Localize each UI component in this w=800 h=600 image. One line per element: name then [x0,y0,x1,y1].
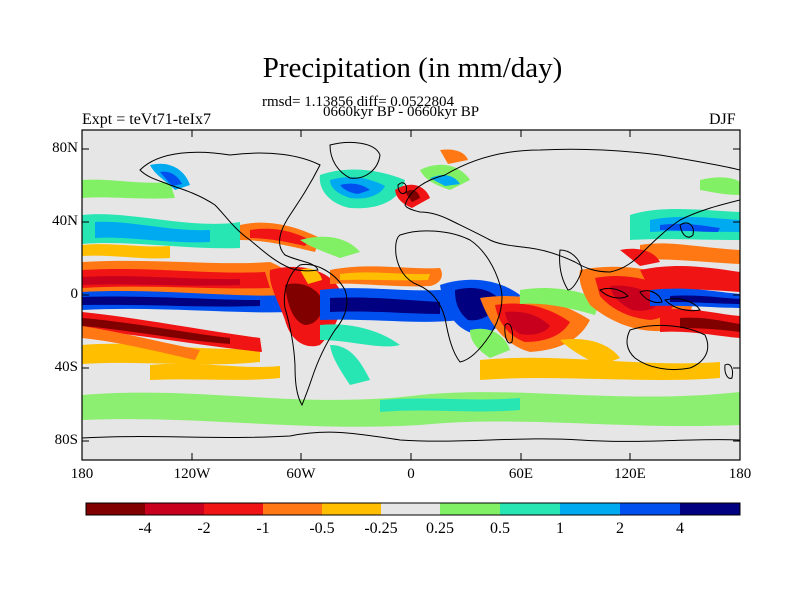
lat-label: 40S [54,359,78,375]
colorbar-label: -1 [256,520,270,537]
coastlines [82,142,740,442]
colorbar-swatch-7 [500,503,560,515]
stats-line: rmsd= 1.13856 diff= 0.0522804 [262,94,455,110]
lon-label: 120W [173,466,211,482]
colorbar-label: -2 [197,520,211,537]
axis-ticks [82,130,740,460]
colorbar-swatch-0 [86,503,145,515]
lat-label: 0 [70,286,79,302]
colorbar-swatch-5 [381,503,440,515]
colorbar-swatch-9 [620,503,680,515]
lon-label: 120E [614,466,646,482]
lon-label: 180 [728,466,752,482]
lat-label: 80N [52,140,78,156]
lon-label: 0 [407,466,415,482]
period-line: 0660kyr BP - 0660kyr BP [323,104,480,120]
season-label: DJF [709,111,736,128]
colorbar-swatch-1 [145,503,204,515]
colorbar-label: 2 [616,520,624,537]
colorbar-swatch-2 [204,503,263,515]
colorbar-label: -0.5 [309,520,335,537]
colorbar-label: 4 [676,520,684,537]
map-title: Precipitation (in mm/day) [262,52,563,84]
lon-label: 60W [286,466,316,482]
lat-label: 80S [54,432,78,448]
precip-field [82,149,740,427]
experiment-label: Expt = teVt71-teIx7 [82,111,211,128]
colorbar-label: 0.25 [426,520,454,537]
colorbar-label: 0.5 [490,520,510,537]
colorbar-label: -4 [138,520,152,537]
lon-label: 180 [70,466,94,482]
colorbar-label: 1 [556,520,564,537]
colorbar-swatch-6 [440,503,500,515]
lat-label: 40N [52,213,78,229]
colorbar-label: -0.25 [364,520,398,537]
colorbar [85,502,741,516]
colorbar-swatch-8 [560,503,620,515]
colorbar-swatch-3 [263,503,322,515]
colorbar-swatch-10 [680,503,740,515]
lon-label: 60E [508,466,534,482]
colorbar-swatch-4 [322,503,381,515]
